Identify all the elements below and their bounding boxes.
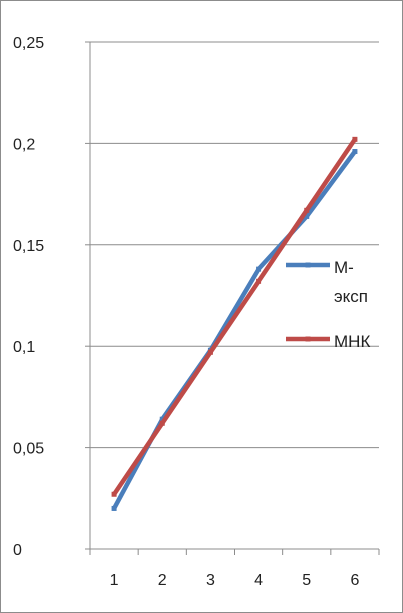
data-point	[256, 266, 262, 272]
legend-entry: М-эксп	[286, 258, 368, 306]
legend-entry: МНК	[286, 332, 370, 351]
y-tick-label: 0,15	[13, 238, 44, 255]
x-tick-label: 3	[206, 572, 215, 589]
data-point	[352, 149, 358, 155]
y-tick-label: 0,1	[13, 339, 35, 356]
x-tick-label: 5	[302, 572, 311, 589]
legend-marker	[305, 262, 311, 268]
x-tick-label: 4	[254, 572, 263, 589]
legend-marker	[305, 336, 311, 342]
x-axis-ticks: 1 2 3 4 5 6	[89, 549, 380, 589]
data-point	[159, 420, 165, 426]
data-point	[159, 416, 165, 422]
x-tick-label: 1	[110, 572, 119, 589]
x-tick-label: 6	[350, 572, 359, 589]
y-tick-label: 0,2	[13, 136, 35, 153]
x-tick-label: 2	[158, 572, 167, 589]
gridlines	[90, 41, 379, 449]
legend-label: МНК	[334, 332, 370, 351]
y-tick-label: 0	[13, 542, 22, 559]
y-tick-label: 0,05	[13, 441, 44, 458]
data-point	[352, 136, 358, 142]
series-line-1	[111, 149, 358, 511]
data-point	[304, 213, 310, 219]
data-point	[304, 207, 310, 213]
legend-label: эксп	[334, 287, 368, 306]
legend: М-эксп МНК	[286, 258, 370, 351]
series-lines	[111, 136, 358, 511]
y-tick-label: 0,25	[13, 35, 44, 52]
data-point	[207, 349, 213, 355]
y-axis-ticks: 0 0,05 0,1 0,15 0,2 0,25	[13, 35, 90, 559]
series-line-2	[111, 137, 358, 497]
data-point	[256, 278, 262, 284]
data-point	[111, 505, 117, 511]
legend-label: М-	[334, 258, 354, 277]
data-point	[111, 491, 117, 497]
